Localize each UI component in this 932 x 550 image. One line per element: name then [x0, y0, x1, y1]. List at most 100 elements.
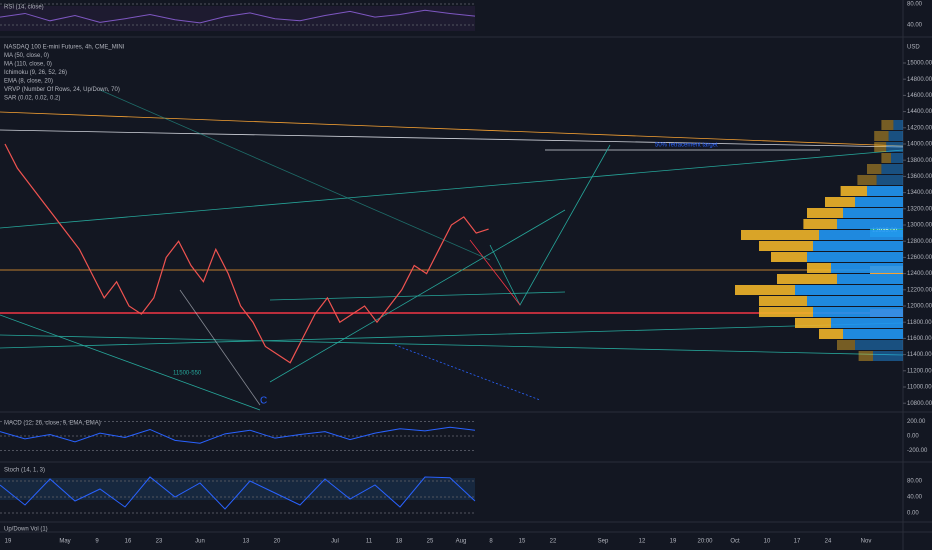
time-label: May — [59, 539, 70, 545]
macd-line — [0, 426, 476, 444]
volume-up — [843, 208, 903, 218]
stoch-band — [0, 478, 475, 500]
macd-tick-label: 200.00 — [907, 419, 926, 425]
volume-down — [874, 131, 889, 141]
time-label: Nov — [861, 539, 872, 545]
price-tick-label: 13000.00 — [907, 223, 932, 229]
volume-up — [837, 274, 903, 284]
macd-label: MACD (12, 26, close, 9, EMA, EMA) — [4, 421, 101, 427]
volume-up — [819, 230, 903, 240]
price-tick-label: 14000.00 — [907, 142, 932, 148]
price-line — [4, 143, 489, 364]
price-tick-label: 11400.00 — [907, 352, 932, 358]
volume-up — [881, 164, 903, 174]
volume-down — [837, 340, 855, 350]
rsi-tick-label: 40.00 — [907, 23, 923, 29]
macd-tick-label: -200.00 — [907, 448, 928, 454]
volume-up — [893, 120, 903, 130]
legend-item: Ichimoku (9, 26, 52, 26) — [4, 70, 67, 76]
volume-up — [867, 186, 903, 196]
volume-up — [843, 329, 903, 339]
volume-up — [855, 340, 903, 350]
price-tick-label: 14800.00 — [907, 77, 932, 83]
time-label: 9 — [95, 539, 99, 545]
volume-down — [803, 219, 837, 229]
volume-down — [759, 241, 813, 251]
time-label: 8 — [489, 539, 493, 545]
currency: USD — [907, 45, 920, 51]
volume-down — [735, 285, 795, 295]
time-label: Jun — [195, 539, 205, 545]
price-tick-label: 13800.00 — [907, 158, 932, 164]
volume-down — [777, 274, 837, 284]
volume-down — [857, 175, 877, 185]
stoch-line — [0, 476, 476, 510]
legend-item: MA (50, close, 0) — [4, 53, 49, 59]
volume-up — [876, 175, 903, 185]
volume-down — [881, 153, 891, 163]
volume-down — [807, 208, 843, 218]
time-label: 25 — [427, 539, 434, 545]
price-tick-label: 11000.00 — [907, 385, 932, 391]
volume-down — [867, 164, 882, 174]
price-tick-label: 15000.00 — [907, 61, 932, 67]
volume-down — [807, 263, 831, 273]
time-label: 15 — [519, 539, 526, 545]
time-label: 22 — [550, 539, 557, 545]
time-label: 19 — [5, 539, 12, 545]
price-tick-label: 12000.00 — [907, 304, 932, 310]
volume-up — [837, 219, 903, 229]
price-tick-label: 14200.00 — [907, 125, 932, 131]
price-tick-label: 11600.00 — [907, 336, 932, 342]
price-tick-label: 11800.00 — [907, 320, 932, 326]
time-label: Sep — [598, 539, 609, 545]
macd-tick-label: 0.00 — [907, 434, 919, 440]
volume-down — [795, 318, 831, 328]
price-tick-label: 12400.00 — [907, 271, 932, 277]
time-label: 20 — [274, 539, 281, 545]
annotation-zone: 11500-550 — [173, 371, 202, 377]
volume-up — [831, 318, 903, 328]
drawings — [0, 89, 904, 411]
time-label: 23 — [156, 539, 163, 545]
volume-down — [759, 307, 813, 317]
volume-down — [741, 230, 819, 240]
stoch-label: Stoch (14, 1, 3) — [4, 468, 45, 474]
volume-up — [795, 285, 903, 295]
price-tick-label: 14400.00 — [907, 109, 932, 115]
volume-down — [858, 351, 873, 361]
volume-up — [886, 142, 903, 152]
volume-up — [831, 263, 903, 273]
volume-down — [819, 329, 843, 339]
volume-up — [813, 307, 903, 317]
time-label: Jul — [331, 539, 339, 545]
volume-down — [881, 120, 894, 130]
volume-up — [813, 241, 903, 251]
volume-up — [888, 131, 903, 141]
time-label: 24 — [825, 539, 832, 545]
rsi-band — [0, 6, 475, 31]
time-label: Aug — [456, 539, 467, 545]
volume-up — [891, 153, 903, 163]
volume-up — [807, 296, 903, 306]
stoch-tick-label: 0.00 — [907, 511, 919, 517]
volume-down — [759, 296, 807, 306]
time-label: 17 — [794, 539, 801, 545]
price-tick-label: 13200.00 — [907, 206, 932, 212]
volume-up — [807, 252, 903, 262]
price-tick-label: 12200.00 — [907, 287, 932, 293]
legend-item: SAR (0.02, 0.02, 0.2) — [4, 96, 60, 102]
time-label: Oct — [730, 539, 740, 545]
time-label: 11 — [366, 539, 373, 545]
time-label: 20:00 — [697, 539, 713, 545]
time-label: 18 — [396, 539, 403, 545]
price-tick-label: 14600.00 — [907, 93, 932, 99]
price-tick-label: 11200.00 — [907, 368, 932, 374]
time-label: 19 — [670, 539, 677, 545]
price-tick-label: 12800.00 — [907, 239, 932, 245]
volume-down — [874, 142, 887, 152]
time-label: 10 — [764, 539, 771, 545]
volume-up — [855, 197, 903, 207]
